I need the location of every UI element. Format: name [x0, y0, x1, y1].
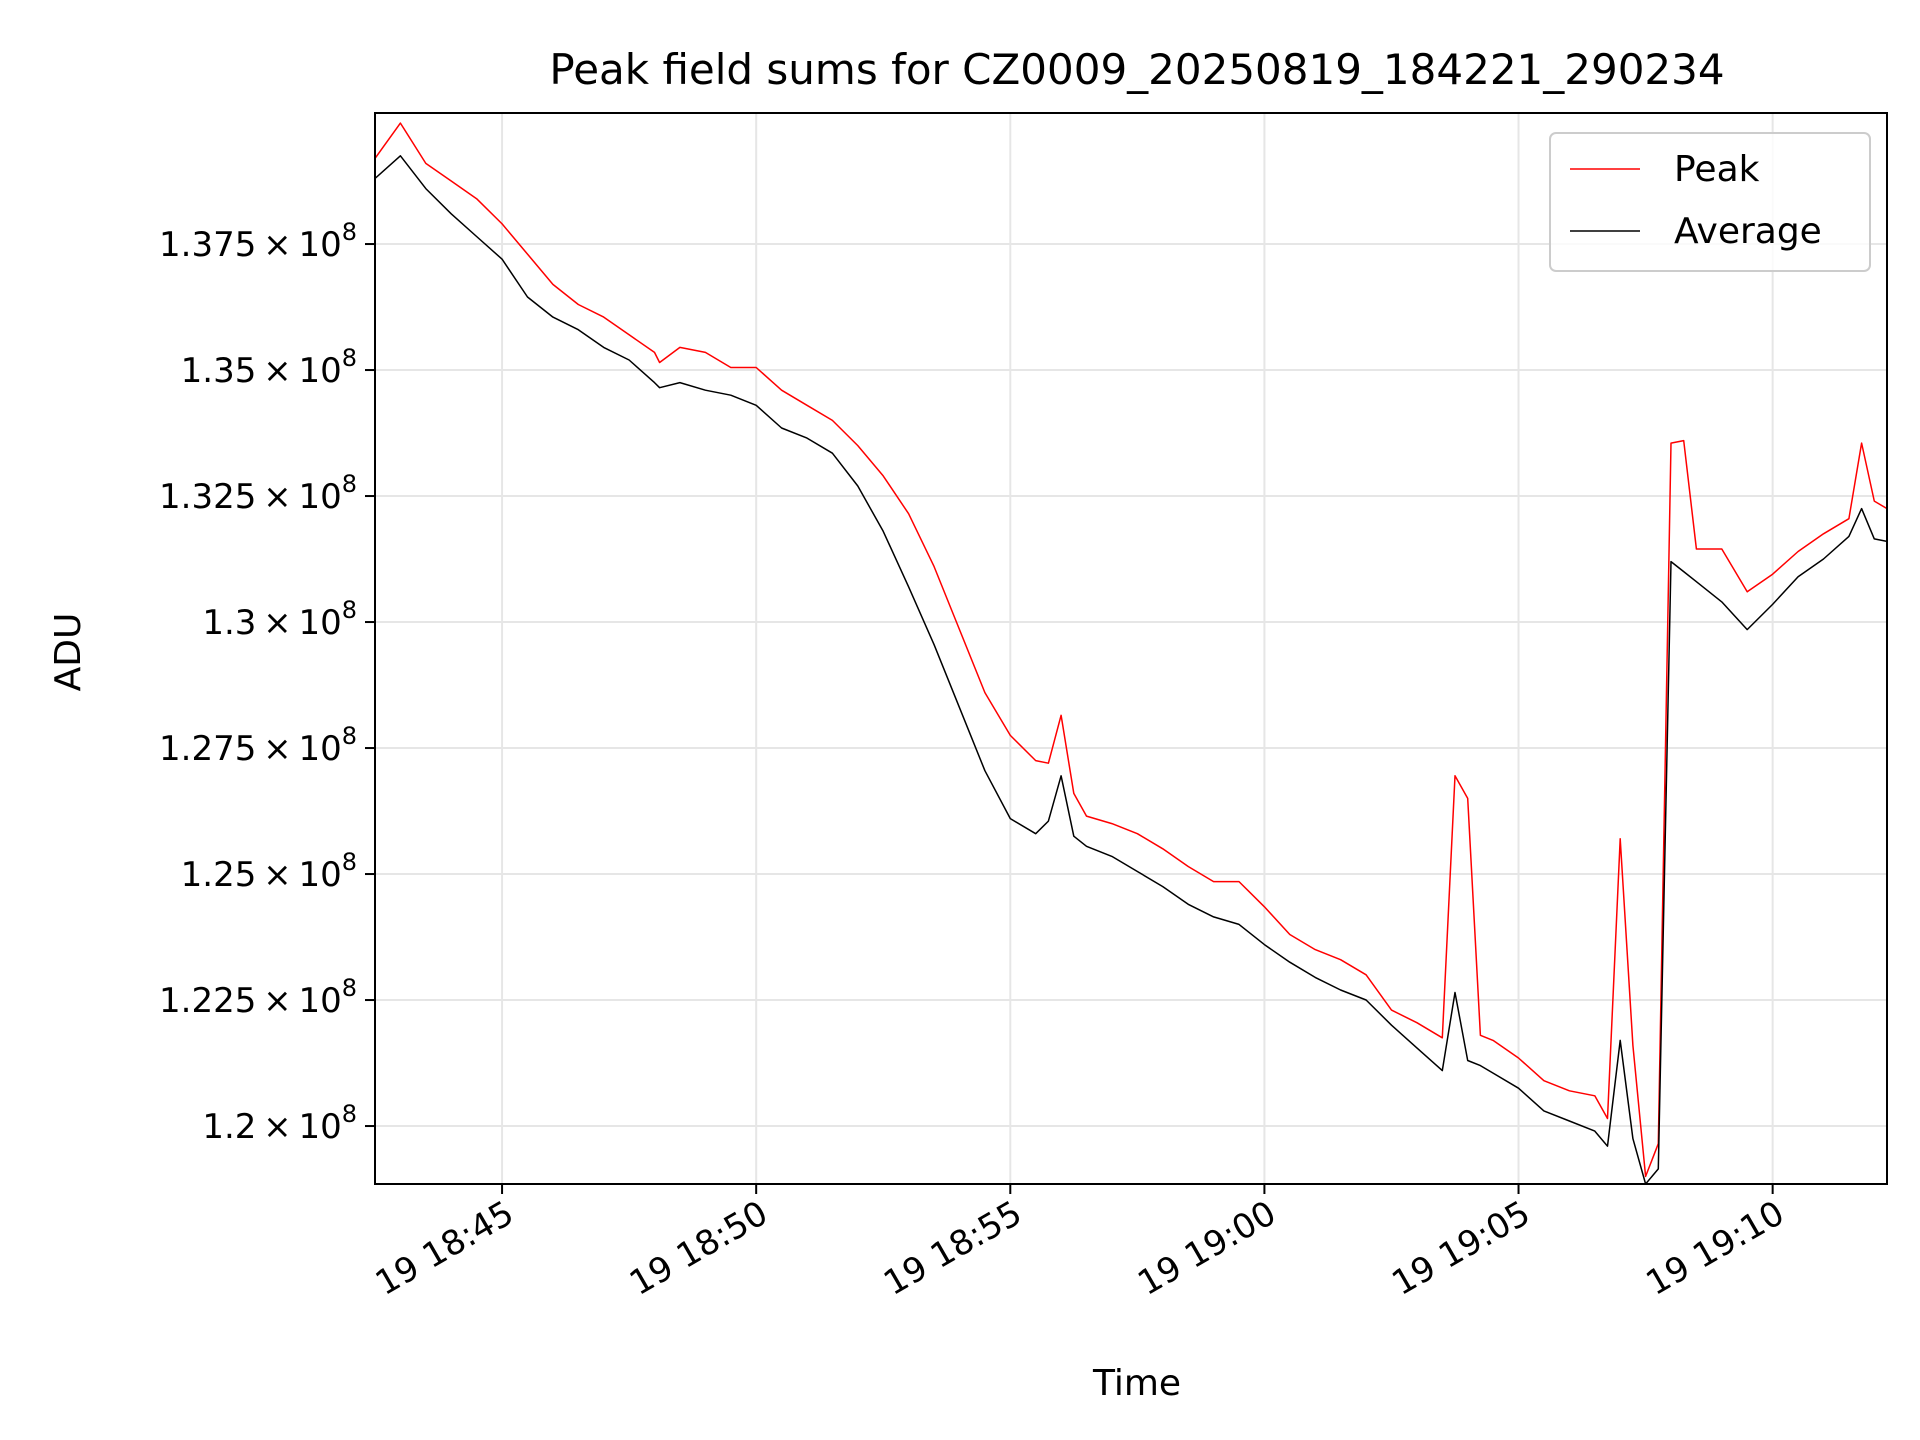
legend: Peak Average — [1549, 132, 1871, 272]
legend-label-average: Average — [1674, 211, 1822, 252]
grid — [375, 113, 1887, 1184]
y-axis-ticks: 1.2 × 108 1.225 × 108 1.25 × 108 1.275 × 10… — [159, 218, 375, 1147]
y-tick-label: 1.225 × 108 — [159, 974, 357, 1021]
y-tick-label: 1.275 × 108 — [159, 722, 357, 769]
y-tick-label: 1.35 × 108 — [181, 344, 357, 391]
legend-label-peak: Peak — [1674, 149, 1760, 190]
y-tick-label: 1.3 × 108 — [202, 596, 357, 643]
legend-box — [1549, 132, 1871, 272]
y-tick-label: 1.325 × 108 — [159, 470, 357, 517]
plot-lines — [375, 122, 1887, 1184]
axes-frame — [374, 112, 1888, 1185]
chart-title: Peak field sums for CZ0009_20250819_1842… — [549, 45, 1724, 94]
y-tick-label: 1.375 × 108 — [159, 218, 357, 265]
x-axis-label: Time — [1092, 1363, 1181, 1404]
series-line-peak — [375, 122, 1887, 1178]
series-line-average — [375, 155, 1887, 1184]
y-axis-label: ADU — [48, 613, 89, 692]
series-group — [375, 122, 1887, 1184]
y-tick-label: 1.25 × 108 — [181, 848, 357, 895]
y-tick-label: 1.2 × 108 — [202, 1100, 357, 1147]
